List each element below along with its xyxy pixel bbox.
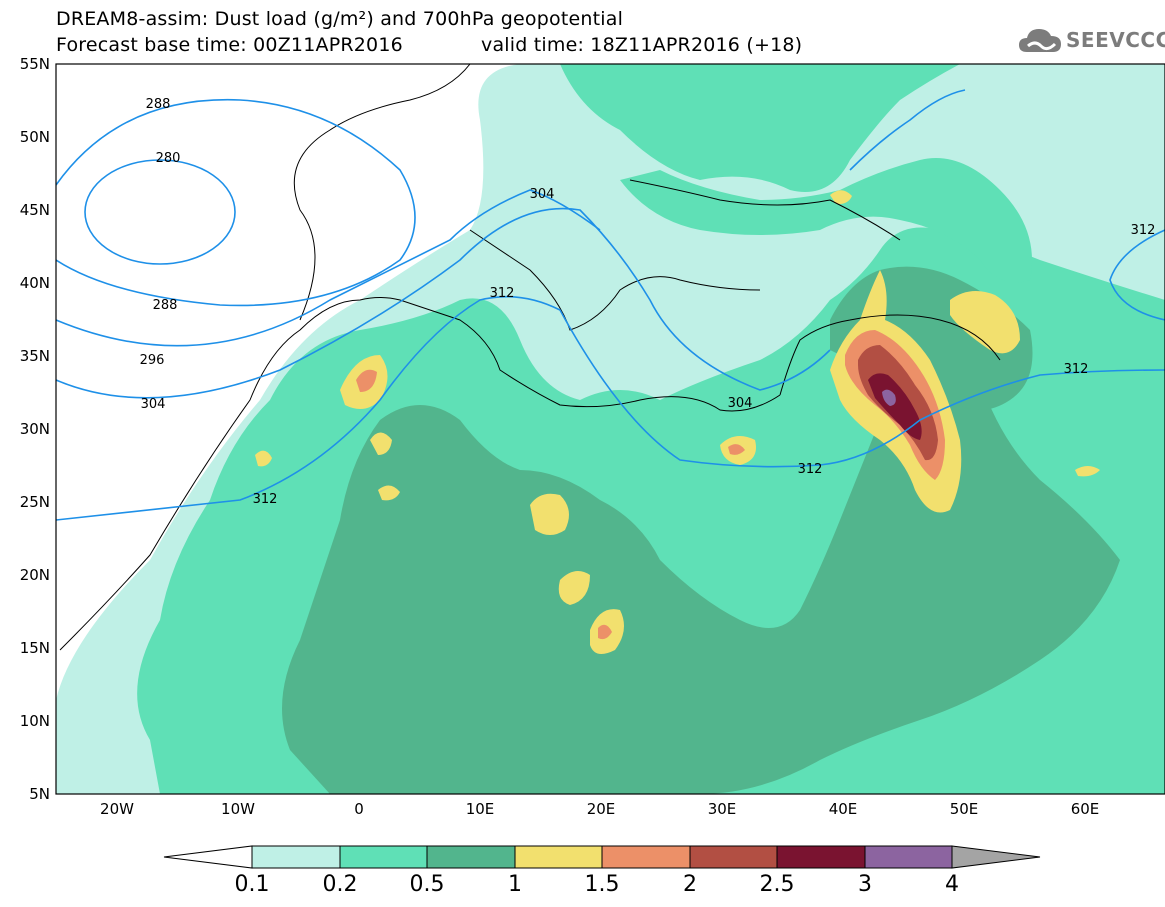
dust-level-1-libya [558,571,590,605]
colorbar-bin-0.1 [251,845,341,869]
dust-level-2.5 [868,373,922,440]
geopotential-contours [56,89,1165,521]
lon-label: 20W [100,800,134,818]
colorbar-label: 1 [508,872,522,897]
dust-level-1-iran [950,291,1020,354]
map-frame [55,63,1165,795]
lon-label: 60E [1071,800,1100,818]
dust-level-0.2-north [560,64,960,192]
lon-label: 20E [587,800,616,818]
contour-label: 312 [1131,223,1156,238]
contour-label: 288 [153,298,178,313]
contour-label: 304 [530,187,555,202]
valid-time: valid time: 18Z11APR2016 (+18) [481,34,803,56]
colorbar-label: 1.5 [584,872,620,897]
cloud-icon [1019,29,1061,52]
contour-304 [56,207,831,399]
colorbar-label: 3 [858,872,872,897]
lat-label: 50N [20,128,50,146]
logo-text: SEEVCCC [1066,28,1165,52]
colorbar-label: 0.1 [234,872,270,897]
contour-312-east [1109,229,1165,321]
colorbar-bin-2 [689,845,778,869]
contour-label: 312 [1064,362,1089,377]
lon-label: 0 [354,800,364,818]
colorbar-label: 4 [945,872,959,897]
dust-level-1-small3 [255,450,272,467]
lon-label: 30E [708,800,737,818]
dust-level-1-sahara [530,493,569,535]
dust-level-1-small5 [1075,466,1100,477]
colorbar-over-arrow [951,845,1041,869]
lat-label: 20N [20,566,50,584]
dust-level-0.2-black-sea [620,158,1032,283]
contour-280 [84,159,236,265]
colorbar-under-arrow [163,845,253,869]
colorbar-label: 0.2 [322,872,358,897]
contour-label: 296 [140,353,165,368]
colorbar-label: 0.5 [409,872,445,897]
map-title: DREAM8-assim: Dust load (g/m²) and 700hP… [56,8,624,30]
colorbar-bin-0.2 [339,845,428,869]
dust-level-3 [882,389,896,406]
lat-label: 10N [20,712,50,730]
lat-label: 40N [20,274,50,292]
contour-label: 312 [798,462,823,477]
lat-label: 15N [20,639,50,657]
colorbar-bin-2.5 [776,845,866,869]
colorbar-bin-3 [864,845,953,869]
lat-label: 55N [20,55,50,73]
dust-fields [56,64,1165,794]
dust-level-1-small4 [830,190,852,205]
lat-label: 25N [20,493,50,511]
contour-label-group: 288 280 304 288 296 304 312 312 304 312 … [140,97,1156,507]
lat-label: 30N [20,420,50,438]
contour-288 [56,98,416,307]
colorbar-label: 2.5 [759,872,795,897]
colorbar-bin-0.5 [426,845,516,869]
lon-label: 10E [466,800,495,818]
contour-label: 288 [146,97,171,112]
dust-level-1.5-chad [598,624,612,640]
colorbar-label: 2 [683,872,697,897]
contour-296 [56,189,601,347]
dust-level-1-small1 [370,432,392,455]
dust-level-1-small2 [378,485,400,501]
contour-label: 312 [490,286,515,301]
lat-label: 5N [29,785,50,803]
colorbar-bin-1.5 [601,845,691,869]
contour-label: 312 [253,492,278,507]
colorbar [163,845,1041,869]
contour-label: 280 [156,151,181,166]
contour-312 [56,295,1165,521]
dust-level-1.5-algeria [356,369,377,392]
base-time: Forecast base time: 00Z11APR2016 [56,34,403,56]
contour-304-north [849,89,966,171]
lat-label: 45N [20,201,50,219]
lon-label: 40E [829,800,858,818]
lon-label: 50E [950,800,979,818]
lon-labels: 20W 10W 0 10E 20E 30E 40E 50E 60E [100,800,1099,818]
dust-level-1.5-egypt [728,444,745,455]
map-subtitle: Forecast base time: 00Z11APR2016 valid ti… [56,34,802,56]
seevccc-logo: SEEVCCC [1017,24,1165,58]
lat-label: 35N [20,347,50,365]
lat-labels: 55N 50N 45N 40N 35N 30N 25N 20N 15N 10N … [20,55,50,803]
contour-label: 304 [728,396,753,411]
colorbar-bin-1 [514,845,603,869]
lon-label: 10W [221,800,255,818]
coastlines [59,64,1001,651]
contour-label: 304 [141,397,166,412]
